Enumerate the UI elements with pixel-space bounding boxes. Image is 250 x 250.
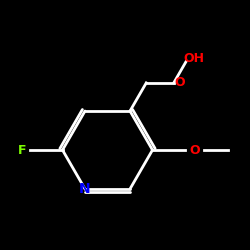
Text: F: F bbox=[18, 144, 27, 156]
Text: OH: OH bbox=[183, 52, 204, 65]
Text: O: O bbox=[175, 76, 185, 90]
Text: O: O bbox=[190, 144, 200, 156]
Text: N: N bbox=[79, 182, 91, 196]
